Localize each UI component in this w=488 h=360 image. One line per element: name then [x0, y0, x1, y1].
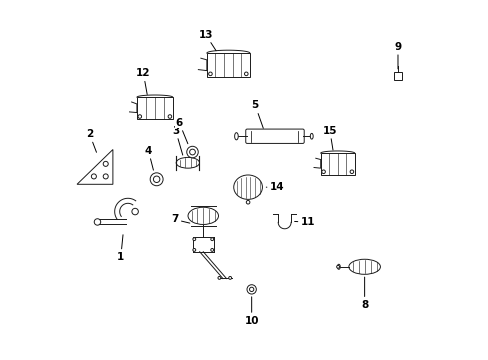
Circle shape — [210, 248, 213, 251]
Ellipse shape — [187, 207, 218, 225]
Circle shape — [336, 265, 339, 268]
FancyBboxPatch shape — [245, 129, 304, 143]
Polygon shape — [77, 149, 113, 184]
Text: 6: 6 — [175, 118, 187, 144]
Ellipse shape — [234, 133, 238, 140]
Circle shape — [189, 149, 195, 155]
Circle shape — [246, 201, 249, 204]
Circle shape — [218, 276, 221, 279]
Circle shape — [153, 176, 160, 183]
Text: 2: 2 — [86, 129, 96, 152]
FancyBboxPatch shape — [137, 97, 172, 120]
Text: 1: 1 — [117, 235, 124, 262]
Ellipse shape — [233, 175, 262, 199]
Ellipse shape — [310, 134, 312, 139]
FancyBboxPatch shape — [320, 153, 354, 175]
Ellipse shape — [176, 157, 199, 168]
Circle shape — [132, 208, 138, 215]
Circle shape — [228, 276, 231, 279]
Circle shape — [138, 115, 142, 118]
Text: 14: 14 — [266, 182, 284, 192]
Circle shape — [210, 238, 213, 240]
FancyBboxPatch shape — [206, 53, 249, 77]
Circle shape — [103, 174, 108, 179]
Text: 8: 8 — [360, 277, 367, 310]
Circle shape — [103, 161, 108, 166]
Text: 9: 9 — [394, 42, 401, 69]
Circle shape — [186, 146, 198, 158]
Circle shape — [246, 285, 256, 294]
Bar — [394, 72, 401, 80]
Text: 10: 10 — [244, 297, 258, 325]
Text: 5: 5 — [251, 100, 263, 128]
Text: 3: 3 — [172, 126, 183, 155]
Text: 4: 4 — [144, 145, 153, 170]
Circle shape — [208, 72, 212, 76]
Circle shape — [91, 174, 96, 179]
Text: 7: 7 — [170, 215, 189, 224]
Text: 13: 13 — [198, 30, 216, 51]
Circle shape — [192, 238, 195, 240]
Circle shape — [349, 170, 353, 174]
Ellipse shape — [337, 264, 340, 269]
Text: 15: 15 — [322, 126, 336, 150]
Circle shape — [321, 170, 325, 174]
Circle shape — [249, 287, 253, 292]
Text: 12: 12 — [136, 68, 150, 94]
Text: 11: 11 — [294, 217, 315, 227]
Circle shape — [192, 248, 195, 251]
Ellipse shape — [348, 259, 380, 274]
Circle shape — [94, 219, 101, 225]
Circle shape — [244, 72, 247, 76]
Circle shape — [150, 173, 163, 186]
Circle shape — [168, 115, 171, 118]
